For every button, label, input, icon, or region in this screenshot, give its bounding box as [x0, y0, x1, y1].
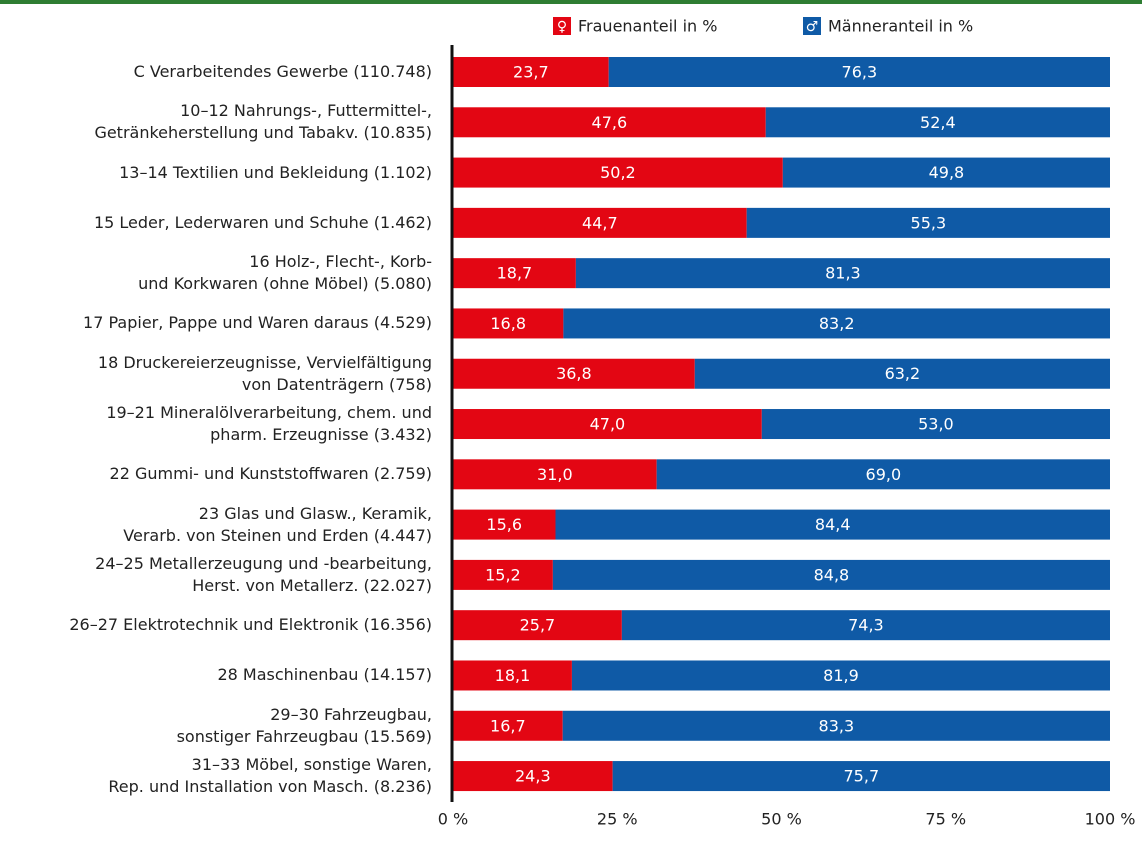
bar-segment	[571, 660, 1110, 691]
legend-label: Frauenanteil in %	[578, 17, 717, 36]
value-label: 23,7	[513, 63, 549, 82]
category-label: 18 Druckereierzeugnisse, Vervielfältigun…	[97, 352, 432, 394]
x-tick-label: 50 %	[761, 810, 802, 829]
value-label: 76,3	[842, 63, 878, 82]
value-label: 75,7	[844, 767, 880, 786]
value-label: 52,4	[920, 113, 956, 132]
bar-segment	[453, 409, 762, 440]
value-label: 15,6	[486, 515, 522, 534]
value-label: 69,0	[866, 465, 902, 484]
bar-segment	[555, 509, 1110, 540]
value-label: 25,7	[520, 616, 556, 635]
bar-segment	[746, 207, 1110, 238]
x-tick-label: 100 %	[1085, 810, 1136, 829]
value-label: 55,3	[911, 213, 947, 232]
bar-segment	[453, 57, 609, 87]
category-label: 23 Glas und Glasw., Keramik, Verarb. von…	[123, 503, 432, 545]
bar-segment	[453, 459, 657, 490]
value-label: 36,8	[556, 364, 592, 383]
bar-segment	[765, 107, 1110, 138]
bar-segment	[575, 258, 1110, 289]
bar-segment	[621, 610, 1110, 641]
x-tick-label: 75 %	[925, 810, 966, 829]
value-label: 83,3	[819, 716, 855, 735]
value-label: 16,8	[490, 314, 526, 333]
bar-segment	[782, 157, 1110, 188]
value-label: 24,3	[515, 767, 551, 786]
legend-swatch	[553, 17, 571, 35]
category-label: 17 Papier, Pappe und Waren daraus (4.529…	[83, 313, 432, 333]
bar-segment	[453, 509, 556, 540]
bar-segment	[608, 57, 1110, 87]
bar-segment	[453, 761, 613, 792]
value-label: 44,7	[582, 213, 618, 232]
female-symbol: ♀	[557, 19, 567, 35]
top-rule	[0, 0, 1142, 4]
value-label: 81,3	[825, 264, 861, 283]
category-label: C Verarbeitendes Gewerbe (110.748)	[133, 62, 432, 81]
value-label: 18,7	[497, 264, 533, 283]
x-tick-label: 25 %	[597, 810, 638, 829]
legend-label: Männeranteil in %	[828, 17, 973, 36]
bar-segment	[453, 258, 576, 289]
bar-segment	[453, 559, 553, 590]
bar-segment	[453, 157, 783, 188]
bar-segment	[694, 358, 1110, 389]
value-label: 31,0	[537, 465, 573, 484]
value-label: 50,2	[600, 163, 636, 182]
category-label: 22 Gummi- und Kunststoffwaren (2.759)	[109, 464, 432, 484]
bar-segment	[656, 459, 1110, 490]
bar-segment	[453, 107, 766, 138]
value-label: 84,8	[814, 565, 850, 584]
bar-segment	[453, 610, 622, 641]
category-label: 16 Holz-, Flecht-, Korb- und Korkwaren (…	[138, 252, 432, 294]
category-label: 19–21 Mineralölverarbeitung, chem. und p…	[106, 403, 432, 445]
value-label: 53,0	[918, 415, 954, 434]
value-label: 84,4	[815, 515, 851, 534]
value-label: 63,2	[885, 364, 921, 383]
bar-segment	[563, 308, 1110, 339]
category-label: 15 Leder, Lederwaren und Schuhe (1.462)	[93, 212, 432, 232]
bar-segment	[453, 660, 572, 691]
category-label: 31–33 Möbel, sonstige Waren, Rep. und In…	[108, 755, 432, 797]
value-label: 83,2	[819, 314, 855, 333]
value-label: 74,3	[848, 616, 884, 635]
value-label: 16,7	[490, 716, 526, 735]
value-label: 47,6	[592, 113, 628, 132]
category-label: 26–27 Elektrotechnik und Elektronik (16.…	[69, 615, 432, 635]
value-label: 81,9	[823, 666, 859, 685]
value-label: 18,1	[495, 666, 531, 685]
bar-segment	[552, 559, 1110, 590]
category-label: 24–25 Metallerzeugung und -bearbeitung, …	[95, 553, 432, 595]
value-label: 47,0	[590, 415, 626, 434]
bar-segment	[562, 710, 1110, 741]
category-label: 28 Maschinenbau (14.157)	[217, 665, 432, 685]
category-label: 10–12 Nahrungs-, Futtermittel-, Getränke…	[94, 101, 432, 143]
bar-segment	[453, 207, 747, 238]
bar-segment	[453, 308, 564, 339]
bar-segment	[761, 409, 1110, 440]
bar-segment	[612, 761, 1110, 792]
bar-segment	[453, 358, 695, 389]
male-symbol: ♂	[806, 19, 819, 35]
value-label: 49,8	[929, 163, 965, 182]
category-label: 13–14 Textilien und Bekleidung (1.102)	[119, 162, 432, 182]
legend-swatch	[803, 17, 821, 35]
value-label: 15,2	[485, 565, 521, 584]
x-tick-label: 0 %	[438, 810, 468, 829]
legend: ♀ Frauenanteil in % ♂ Männeranteil in %	[553, 17, 973, 36]
category-label: 29–30 Fahrzeugbau, sonstiger Fahrzeugbau…	[176, 704, 432, 746]
bar-segment	[453, 710, 563, 741]
